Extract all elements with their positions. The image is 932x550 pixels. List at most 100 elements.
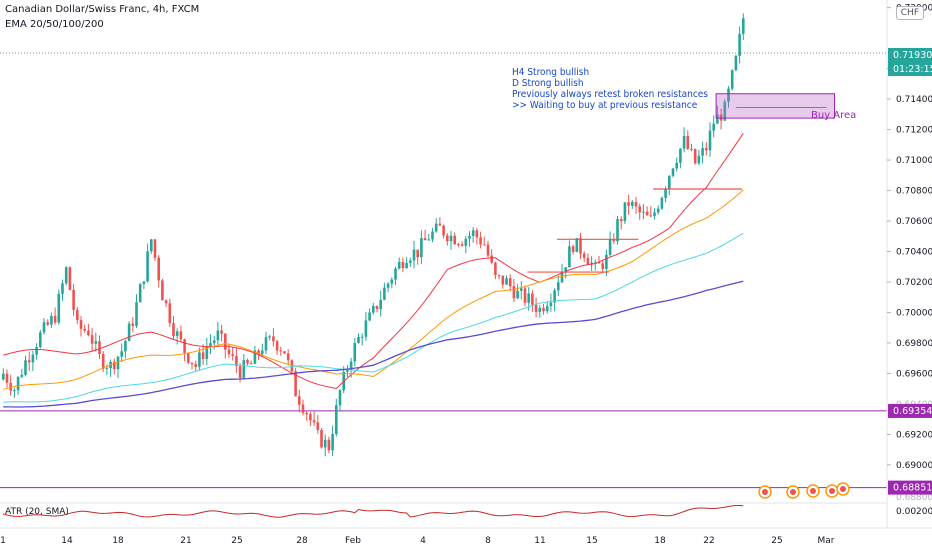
analysis-note: H4 Strong bullish D Strong bullish Previ… <box>512 67 708 111</box>
candle-body <box>616 219 619 242</box>
candle-body <box>534 304 538 312</box>
candle-body <box>420 238 423 258</box>
candle-body <box>13 390 16 392</box>
candle-body <box>235 356 238 367</box>
candle-body <box>475 230 479 238</box>
candle-body <box>101 354 105 369</box>
candle-body <box>682 136 686 149</box>
time-tick-label: 14 <box>61 536 73 546</box>
candle-body <box>190 362 194 365</box>
candle-body <box>431 231 434 240</box>
candle-body <box>131 323 135 326</box>
candle-body <box>516 290 519 299</box>
candle-body <box>490 255 493 263</box>
candle-body <box>294 371 297 397</box>
candle-body <box>113 361 116 370</box>
event-flag-icon <box>762 489 768 495</box>
price-tick-label: 0.69600 <box>896 369 932 379</box>
candle-body <box>501 275 505 285</box>
candle-body <box>560 271 564 283</box>
candle-body <box>594 262 597 264</box>
level-tag-bg <box>888 403 932 418</box>
candle-body <box>394 268 397 280</box>
time-tick-label: 25 <box>771 536 782 546</box>
candle-body <box>57 293 61 323</box>
candle-body <box>664 188 667 198</box>
candle-body <box>261 350 264 354</box>
candle-body <box>179 331 183 340</box>
candle-body <box>508 278 512 287</box>
candle-body <box>335 405 338 435</box>
buy-area-label: Buy Area <box>811 110 857 121</box>
candle-body <box>79 320 83 329</box>
candle-body <box>127 323 131 341</box>
candle-body <box>216 330 220 341</box>
candle-body <box>649 215 653 217</box>
candle-body <box>94 341 98 344</box>
note-line: Previously always retest broken resistan… <box>512 89 708 100</box>
candle-body <box>590 262 593 265</box>
candle-body <box>438 223 442 226</box>
candle-body <box>623 202 627 222</box>
candle-body <box>705 148 708 151</box>
candle-body <box>305 412 308 415</box>
candle-body <box>660 197 664 209</box>
atr-tick-label: 0.00200 <box>896 507 932 517</box>
price-tick-label-faded: 0.68800 <box>896 493 932 503</box>
candle-body <box>76 309 79 321</box>
candle-body <box>738 33 741 56</box>
candle-body <box>645 211 649 216</box>
time-tick-label: Mar <box>818 536 835 546</box>
candle-body <box>712 123 715 131</box>
candle-body <box>212 340 216 344</box>
time-tick-label: 18 <box>654 536 666 546</box>
candle-body <box>494 262 497 276</box>
candle-body <box>35 347 38 355</box>
candle-body <box>320 429 323 448</box>
candle-body <box>368 312 371 321</box>
candle-body <box>527 293 530 303</box>
candle-body <box>401 262 405 269</box>
candle-body <box>571 246 575 252</box>
time-tick-label: 25 <box>231 536 242 546</box>
candle-body <box>486 244 490 256</box>
time-tick-label: 22 <box>703 536 714 546</box>
event-flag-icon <box>810 488 816 494</box>
time-tick-label: 1 <box>0 536 6 546</box>
candle-body <box>479 237 482 245</box>
event-flag-icon <box>840 486 846 492</box>
note-line: D Strong bullish <box>512 78 584 89</box>
candle-body <box>372 305 375 313</box>
candle-body <box>512 286 516 299</box>
candle-body <box>390 279 394 284</box>
candle-body <box>671 168 675 176</box>
candle-body <box>653 212 656 217</box>
currency-button[interactable]: CHF <box>895 6 924 20</box>
candle-body <box>98 341 101 355</box>
candle-body <box>668 175 671 189</box>
candle-body <box>612 239 616 242</box>
candle-body <box>457 244 460 246</box>
candle-body <box>538 307 542 312</box>
ema-line-1 <box>3 132 744 390</box>
candle-body <box>68 267 72 290</box>
candle-body <box>642 211 645 213</box>
candle-body <box>172 323 175 336</box>
candle-body <box>553 290 556 303</box>
price-tick-label: 0.69800 <box>896 339 932 349</box>
candle-body <box>597 262 601 264</box>
candle-body <box>150 239 153 252</box>
candle-body <box>693 149 697 164</box>
candle-body <box>331 434 334 451</box>
candle-body <box>686 136 690 149</box>
candle-body <box>505 278 508 285</box>
candle-body <box>383 287 386 300</box>
candle-body <box>316 422 320 430</box>
candle-body <box>157 257 160 281</box>
price-tick-label: 0.70800 <box>896 187 932 197</box>
candle-body <box>275 341 279 351</box>
event-flag-icon <box>790 489 796 495</box>
candle-body <box>638 206 641 213</box>
candle-body <box>608 239 612 255</box>
